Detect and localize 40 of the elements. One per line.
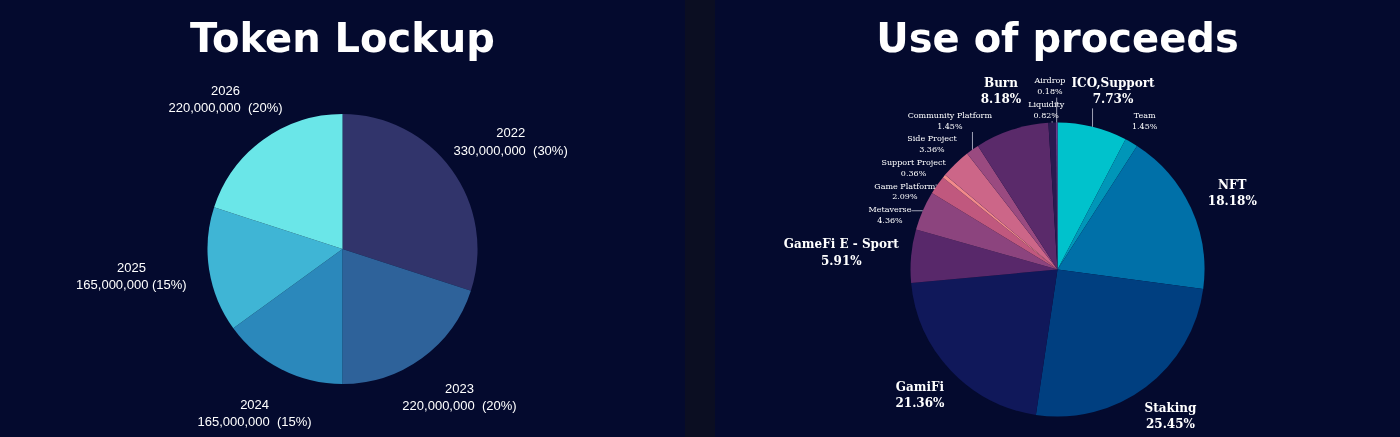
data-label: 5.91%	[820, 253, 863, 268]
slice-label: 2023	[445, 380, 474, 396]
data-label: 18.18%	[1207, 193, 1258, 208]
data-label: 1.45%	[937, 121, 963, 131]
slice-label: Metaverse	[868, 205, 912, 215]
data-label: 165,000,000 (15%)	[197, 414, 312, 430]
slice-label: 2025	[116, 259, 146, 275]
data-label: 330,000,000 (30%)	[453, 142, 568, 158]
slice-label: Staking	[1144, 400, 1198, 415]
data-label: 8.18%	[980, 92, 1022, 107]
slice-label: Support Project	[881, 158, 947, 168]
data-label: 0.36%	[900, 168, 927, 178]
slice-label: 2022	[496, 125, 526, 141]
data-label: 3.36%	[919, 145, 946, 155]
data-label: 1.45%	[1131, 121, 1158, 131]
chart-title: Token Lockup	[190, 15, 495, 62]
data-label: 21.36%	[895, 396, 945, 410]
chart-title: Use of proceeds	[876, 15, 1239, 62]
slice-label: GamiFi	[895, 379, 945, 394]
data-label: 2.09%	[892, 192, 918, 202]
data-label: 220,000,000 (20%)	[402, 398, 517, 414]
data-label: 7.73%	[1092, 92, 1134, 107]
slice-label: Team	[1133, 110, 1156, 120]
slice-label: Airdrop	[1033, 76, 1066, 86]
slice-label: NFT	[1218, 177, 1247, 192]
slice-label: Community Platform	[907, 110, 993, 120]
slice-label: Game Platform	[874, 181, 936, 191]
slice-label: Liquidity	[1028, 100, 1065, 110]
data-label: 4.36%	[877, 215, 904, 225]
data-label: 165,000,000 (15%)	[76, 277, 187, 293]
slice-label: 2026	[211, 82, 240, 98]
data-label: 220,000,000 (20%)	[168, 100, 283, 116]
data-label: 25.45%	[1145, 417, 1196, 432]
slice-label: 2024	[240, 396, 270, 412]
data-label: 0.18%	[1037, 87, 1064, 97]
slice-label: Burn	[983, 76, 1019, 91]
slice-label: Side Project	[907, 134, 958, 144]
slice-label: ICO,Support	[1071, 76, 1156, 91]
slice-label: GameFi E - Sport	[783, 237, 900, 252]
data-label: 0.82%	[1033, 110, 1060, 120]
